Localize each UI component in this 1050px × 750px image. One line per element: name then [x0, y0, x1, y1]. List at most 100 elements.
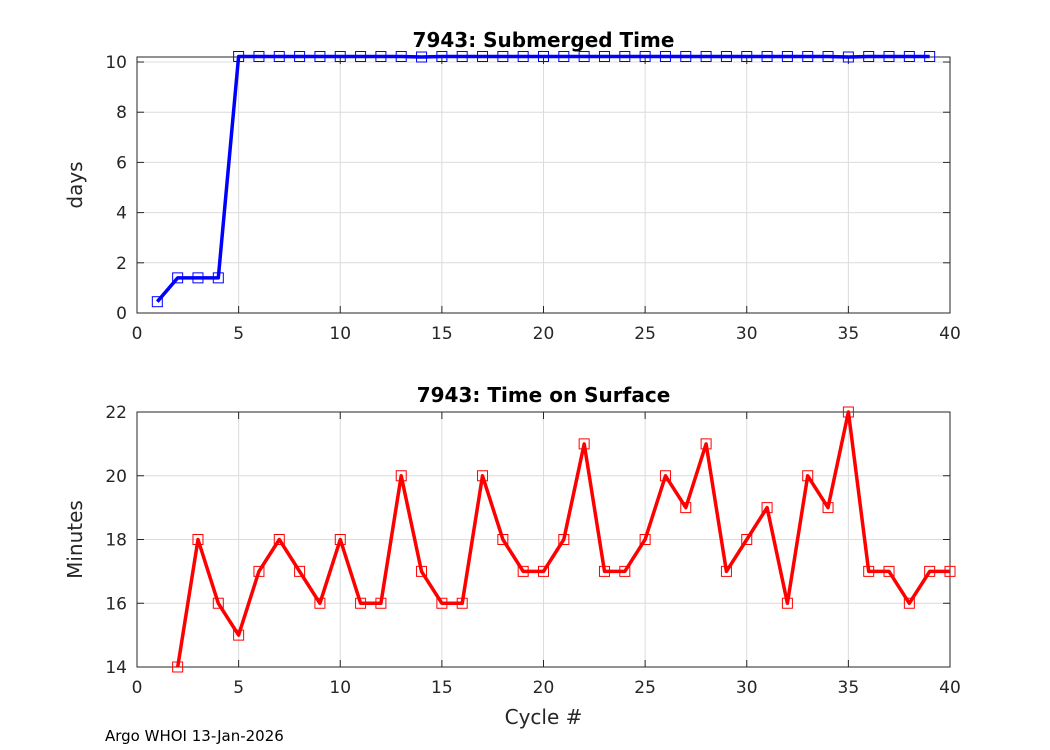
data-point-marker: [741, 534, 753, 545]
data-point-marker: [172, 661, 184, 673]
data-point-marker: [355, 50, 367, 62]
data-point-marker: [781, 50, 793, 62]
data-point-marker: [700, 438, 712, 450]
y-axis-label: Minutes: [63, 500, 87, 579]
data-point-marker: [497, 534, 509, 545]
data-point-marker: [395, 50, 407, 62]
data-point-marker: [944, 565, 956, 577]
data-point-marker: [720, 565, 732, 577]
y-tick-label: 10: [105, 53, 127, 73]
data-point-marker: [375, 50, 387, 62]
data-point-marker: [334, 534, 346, 545]
data-point-marker: [395, 470, 407, 482]
data-point-marker: [477, 470, 489, 482]
y-tick-label: 4: [116, 204, 127, 224]
x-axis-label: Cycle #: [505, 705, 583, 729]
data-point-marker: [212, 272, 224, 284]
data-point-marker: [802, 50, 814, 62]
data-point-marker: [761, 502, 773, 514]
data-point-marker: [883, 565, 895, 577]
data-point-marker: [436, 50, 448, 62]
x-tick-label: 5: [233, 678, 244, 698]
data-point-marker: [172, 272, 184, 284]
data-point-marker: [700, 50, 712, 62]
data-point-marker: [639, 534, 651, 545]
data-point-marker: [822, 50, 834, 62]
x-tick-label: 40: [939, 678, 961, 698]
data-point-marker: [273, 534, 285, 545]
x-tick-label: 0: [132, 678, 143, 698]
data-point-marker: [619, 565, 631, 577]
data-point-marker: [253, 50, 265, 62]
x-tick-label: 20: [533, 678, 555, 698]
data-point-marker: [598, 50, 610, 62]
y-tick-label: 2: [116, 254, 127, 274]
data-point-marker: [192, 534, 204, 545]
data-point-marker: [720, 50, 732, 62]
data-point-marker: [659, 470, 671, 482]
x-tick-label: 25: [634, 324, 656, 344]
data-point-marker: [151, 296, 163, 308]
data-point-marker: [558, 534, 570, 545]
y-tick-label: 22: [105, 403, 127, 423]
data-point-marker: [294, 565, 306, 577]
data-point-marker: [924, 50, 936, 62]
y-tick-label: 0: [116, 304, 127, 324]
data-point-marker: [639, 50, 651, 62]
data-point-marker: [314, 597, 326, 609]
data-point-marker: [741, 50, 753, 62]
data-point-marker: [314, 50, 326, 62]
data-point-marker: [538, 50, 549, 62]
data-point-marker: [436, 597, 448, 609]
x-tick-label: 5: [233, 324, 244, 344]
data-point-marker: [456, 50, 468, 62]
data-point-marker: [294, 50, 306, 62]
data-point-marker: [416, 51, 428, 63]
data-point-marker: [924, 565, 936, 577]
data-point-marker: [842, 406, 854, 418]
data-point-marker: [456, 597, 468, 609]
y-axis-label: days: [63, 161, 87, 208]
data-point-marker: [619, 50, 631, 62]
y-tick-label: 8: [116, 103, 127, 123]
data-point-marker: [883, 50, 895, 62]
x-tick-label: 15: [431, 324, 453, 344]
data-point-marker: [761, 50, 773, 62]
footer-text: Argo WHOI 13-Jan-2026: [105, 727, 284, 745]
data-point-marker: [558, 50, 570, 62]
y-tick-label: 20: [105, 467, 127, 487]
x-tick-label: 0: [132, 324, 143, 344]
data-point-marker: [273, 50, 285, 62]
y-tick-label: 18: [105, 531, 127, 551]
data-point-marker: [578, 438, 590, 450]
x-tick-label: 10: [329, 324, 351, 344]
data-point-marker: [212, 597, 224, 609]
data-point-marker: [538, 565, 549, 577]
data-point-marker: [822, 502, 834, 514]
x-tick-label: 30: [736, 324, 758, 344]
data-point-marker: [680, 50, 692, 62]
data-point-marker: [192, 272, 204, 284]
data-point-marker: [253, 565, 265, 577]
data-point-marker: [903, 597, 915, 609]
chart-title: 7943: Submerged Time: [413, 28, 675, 52]
chart-title: 7943: Time on Surface: [417, 383, 671, 407]
data-point-marker: [233, 50, 245, 62]
data-point-marker: [578, 50, 590, 62]
x-tick-label: 35: [838, 324, 860, 344]
data-point-marker: [477, 50, 489, 62]
data-point-marker: [659, 50, 671, 62]
data-point-marker: [598, 565, 610, 577]
data-point-marker: [680, 502, 692, 514]
series-line: [175, 410, 950, 668]
data-point-marker: [497, 50, 509, 62]
x-tick-label: 35: [838, 678, 860, 698]
data-point-marker: [375, 597, 387, 609]
data-point-marker: [334, 50, 346, 62]
x-tick-label: 20: [533, 324, 555, 344]
surface-time-chart: 0 5 10 15 20 25 30 35 40 14 16 18 20 22 7943: Time on …: [63, 383, 961, 729]
data-point-marker: [517, 565, 529, 577]
x-tick-label: 10: [329, 678, 351, 698]
data-point-marker: [863, 50, 875, 62]
